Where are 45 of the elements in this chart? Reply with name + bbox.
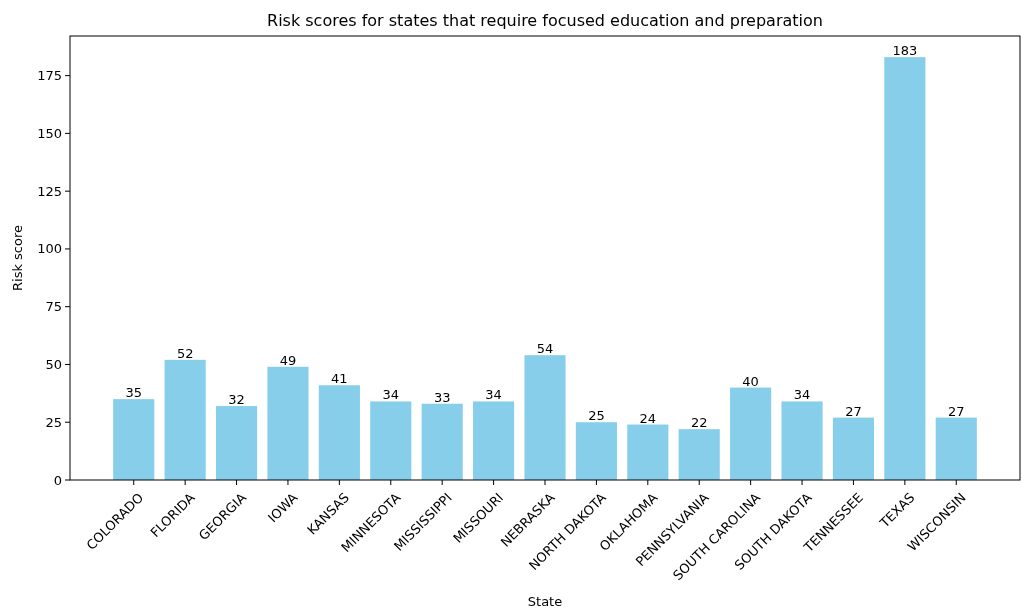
bar [370,401,412,480]
data-label: 40 [742,373,759,389]
bar [216,406,258,480]
data-label: 34 [793,387,811,403]
bar [164,359,206,480]
data-label: 24 [639,410,657,426]
chart-title: Risk scores for states that require focused education and preparation [267,11,823,30]
data-label: 34 [485,387,502,403]
y-tick-label: 25 [45,414,62,430]
bar [678,429,720,480]
data-label: 183 [892,43,918,59]
bar [318,385,360,480]
bar [473,401,515,480]
data-label: 25 [588,408,605,424]
y-tick-label: 150 [37,125,62,141]
data-label: 54 [536,341,554,357]
y-tick-label: 75 [45,299,62,315]
data-label: 27 [845,403,862,419]
bar [832,417,874,480]
y-tick-label: 50 [45,357,62,373]
data-label: 22 [690,415,708,431]
y-tick-label: 0 [53,472,62,488]
bar [884,57,926,480]
data-label: 41 [331,371,348,387]
bar [524,355,566,480]
bar [730,387,772,480]
y-tick-label: 175 [37,68,62,84]
data-label: 49 [279,352,297,368]
x-axis-title: State [527,594,563,609]
bar [421,403,463,480]
data-label: 32 [228,392,245,408]
bar [575,422,617,480]
bar [781,401,823,480]
bar [113,399,155,480]
data-label: 27 [947,403,965,419]
y-tick-label: 125 [37,183,62,199]
bar [627,424,669,480]
data-label: 35 [125,385,143,401]
y-axis-title: Risk score [10,224,25,292]
data-label: 34 [382,387,400,403]
bar [267,366,309,480]
data-label: 33 [433,389,451,405]
bar [935,417,977,480]
data-label: 52 [176,345,194,361]
y-tick-label: 100 [37,241,62,257]
